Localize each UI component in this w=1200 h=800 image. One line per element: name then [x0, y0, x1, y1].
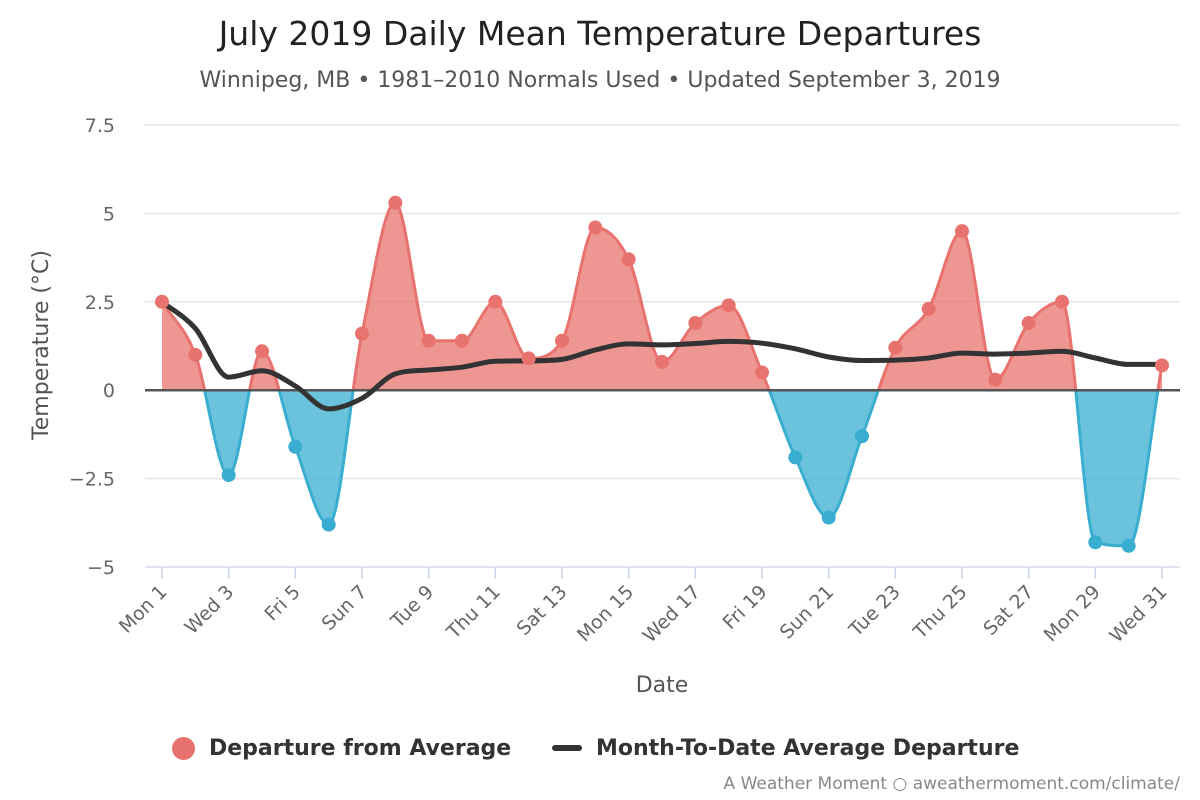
- y-axis-title: Temperature (°C): [29, 250, 54, 441]
- x-tick-label: Mon 15: [573, 581, 638, 646]
- data-point[interactable]: [921, 301, 936, 316]
- data-point[interactable]: [321, 517, 336, 532]
- legend-item-departure[interactable]: Departure from Average: [172, 730, 511, 766]
- y-tick-label: 5: [103, 203, 115, 225]
- y-tick-label: 0: [103, 380, 115, 402]
- y-tick-label: −2.5: [69, 469, 115, 491]
- data-point[interactable]: [855, 429, 869, 444]
- data-point[interactable]: [288, 439, 303, 454]
- data-point[interactable]: [788, 450, 803, 465]
- departure-area: [160, 201, 1164, 548]
- x-tick-label: Thu 11: [442, 581, 505, 644]
- x-tick-label: Mon 29: [1040, 581, 1105, 646]
- data-point[interactable]: [621, 252, 636, 267]
- x-tick-label: Thu 25: [909, 581, 972, 644]
- y-axis: 7.5 5 2.5 0 −2.5 −5: [69, 115, 115, 579]
- x-tick-label: Sun 7: [318, 581, 372, 635]
- data-point[interactable]: [255, 344, 269, 359]
- x-tick-label: Tue 23: [844, 581, 905, 642]
- data-point[interactable]: [1021, 316, 1036, 331]
- x-tick-label: Sun 21: [776, 581, 838, 643]
- credits[interactable]: A Weather Moment ○ aweathermoment.com/cl…: [723, 774, 1180, 794]
- x-tick-label: Fri 19: [719, 581, 772, 634]
- data-point[interactable]: [588, 220, 603, 235]
- x-tick-label: Tue 9: [386, 581, 438, 633]
- x-tick-label: Sat 27: [979, 581, 1038, 640]
- data-point[interactable]: [988, 372, 1003, 387]
- mtd-line: [159, 299, 1165, 412]
- data-point[interactable]: [155, 294, 169, 309]
- departure-area-positive: [162, 202, 1162, 391]
- chart-plot: Mon 1 Wed 3 Fri 5 Sun 7 Tue 9 Thu 11 Sat 13 Mon…: [29, 115, 1180, 698]
- data-point[interactable]: [1155, 358, 1169, 373]
- legend-marker-departure: [172, 736, 195, 760]
- departure-line-positive: [160, 201, 1164, 391]
- x-tick-label: Sat 13: [513, 581, 572, 640]
- data-point[interactable]: [1088, 535, 1103, 550]
- data-point[interactable]: [888, 340, 903, 355]
- x-tick-label: Wed 31: [1105, 581, 1171, 647]
- data-point[interactable]: [421, 333, 436, 348]
- data-point[interactable]: [188, 347, 203, 362]
- data-point[interactable]: [555, 333, 569, 348]
- legend-item-mtd[interactable]: Month-To-Date Average Departure: [552, 730, 1019, 766]
- y-tick-label: 7.5: [85, 115, 115, 137]
- data-point[interactable]: [955, 224, 969, 239]
- data-point[interactable]: [688, 316, 703, 331]
- y-tick-label: 2.5: [85, 292, 115, 314]
- x-tick-label: Mon 1: [115, 581, 172, 638]
- data-point[interactable]: [488, 294, 503, 309]
- chart-subtitle: Winnipeg, MB • 1981–2010 Normals Used • …: [199, 68, 1001, 93]
- data-point[interactable]: [455, 333, 469, 348]
- legend-label-departure: Departure from Average: [209, 735, 512, 761]
- departure-area-negative: [204, 390, 1158, 546]
- data-point[interactable]: [388, 195, 403, 210]
- x-axis-title: Date: [636, 673, 689, 698]
- data-point[interactable]: [355, 326, 369, 341]
- y-tick-label: −5: [87, 557, 115, 579]
- x-axis: Mon 1 Wed 3 Fri 5 Sun 7 Tue 9 Thu 11 Sat 13 Mon…: [115, 566, 1180, 647]
- departure-points: [155, 195, 1169, 553]
- data-point[interactable]: [1121, 538, 1136, 553]
- departure-line-negative: [203, 390, 1160, 548]
- data-point[interactable]: [721, 298, 736, 313]
- data-point[interactable]: [755, 365, 769, 380]
- data-point[interactable]: [1055, 294, 1069, 309]
- data-point[interactable]: [821, 510, 836, 525]
- legend: Departure from Average Month-To-Date Ave…: [0, 730, 1200, 766]
- mtd-series-line: [159, 299, 1165, 412]
- data-point[interactable]: [221, 468, 236, 483]
- x-tick-label: Fri 5: [260, 581, 304, 625]
- x-tick-label: Wed 3: [181, 581, 239, 639]
- x-tick-label: Wed 17: [639, 581, 705, 647]
- data-point[interactable]: [521, 351, 536, 366]
- data-point[interactable]: [655, 354, 669, 369]
- chart-title: July 2019 Daily Mean Temperature Departu…: [218, 14, 982, 53]
- legend-label-mtd: Month-To-Date Average Departure: [596, 735, 1020, 761]
- legend-marker-mtd: [552, 745, 582, 751]
